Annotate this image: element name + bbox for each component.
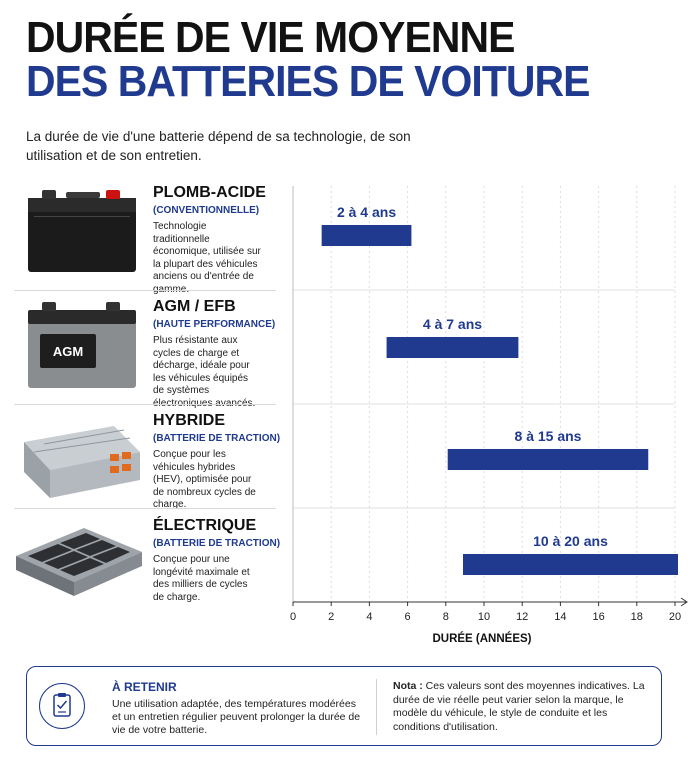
x-axis-arrow <box>680 597 688 607</box>
x-tick-label: 0 <box>290 611 296 623</box>
page-title-line1: DURÉE DE VIE MOYENNE <box>26 13 515 62</box>
retenir-title: À RETENIR <box>112 680 177 694</box>
battery-name: AGM / EFB <box>153 298 236 315</box>
x-tick-label: 10 <box>478 611 490 623</box>
page-title-line2: DES BATTERIES DE VOITURE <box>26 57 590 106</box>
range-bar <box>462 554 678 575</box>
battery-description: Conçue pour les véhicules hybrides (HEV)… <box>153 449 256 510</box>
battery-subtitle: (BATTERIE DE TRACTION) <box>153 433 281 444</box>
x-tick-label: 16 <box>592 611 604 623</box>
battery-description: Conçue pour une longévité maximale et de… <box>153 554 250 603</box>
range-bar <box>386 337 519 358</box>
box-divider <box>376 679 377 735</box>
battery-row-hybrid: HYBRIDE (BATTERIE DE TRACTION) Conçue po… <box>14 412 280 512</box>
row-divider <box>14 404 276 405</box>
battery-subtitle: (HAUTE PERFORMANCE) <box>153 319 276 330</box>
battery-subtitle: (BATTERIE DE TRACTION) <box>153 538 281 549</box>
agm-battery-icon: AGM <box>28 302 136 388</box>
battery-description: Technologie traditionnelle économique, u… <box>153 221 261 295</box>
x-tick-label: 14 <box>554 611 566 623</box>
row-divider <box>14 508 276 509</box>
battery-subtitle: (CONVENTIONNELLE) <box>153 205 260 216</box>
x-tick-label: 6 <box>405 611 411 623</box>
battery-name: PLOMB-ACIDE <box>153 184 266 201</box>
x-tick-label: 8 <box>443 611 449 623</box>
x-tick-label: 2 <box>328 611 334 623</box>
battery-row-agm: AGM AGM / EFB (HAUTE PERFORMANCE) Plus r… <box>14 298 276 409</box>
x-tick-label: 20 <box>669 611 681 623</box>
x-tick-label: 4 <box>366 611 372 623</box>
row-divider <box>14 290 276 291</box>
clipboard-check-icon <box>39 683 85 729</box>
lead-acid-battery-icon <box>28 190 136 272</box>
battery-name: ÉLECTRIQUE <box>153 517 257 534</box>
bar-value-label: 2 à 4 ans <box>337 204 396 220</box>
x-axis-label: DURÉE (ANNÉES) <box>432 632 531 645</box>
agm-badge-text: AGM <box>53 344 83 359</box>
lifespan-range-chart: 0 2 4 6 8 10 12 14 16 18 20 DURÉE (ANNÉES) 2 à 4 ans… <box>290 186 688 645</box>
bar-value-label: 10 à 20 ans <box>533 533 608 549</box>
battery-name: HYBRIDE <box>153 412 226 429</box>
note-body: Ces valeurs sont des moyennes indicative… <box>393 680 645 733</box>
note-label: Nota : <box>393 680 423 692</box>
range-bar <box>321 225 412 246</box>
note-text: Nota : Ces valeurs sont des moyennes ind… <box>393 680 653 734</box>
ev-battery-pack-icon <box>16 528 142 596</box>
bar-value-label: 4 à 7 ans <box>423 316 482 332</box>
range-bar <box>447 449 649 470</box>
x-tick-label: 12 <box>516 611 528 623</box>
battery-row-electric: ÉLECTRIQUE (BATTERIE DE TRACTION) Conçue… <box>14 517 280 607</box>
retenir-text: Une utilisation adaptée, des température… <box>112 698 361 736</box>
battery-row-lead-acid: PLOMB-ACIDE (CONVENTIONNELLE) Technologi… <box>14 184 276 295</box>
x-tick-label: 18 <box>631 611 643 623</box>
info-box: À RETENIR Une utilisation adaptée, des t… <box>26 666 662 746</box>
intro-text: La durée de vie d'une batterie dépend de… <box>26 129 411 163</box>
hybrid-battery-icon <box>24 426 140 498</box>
battery-description: Plus résistante aux cycles de charge et … <box>153 335 256 409</box>
bar-value-label: 8 à 15 ans <box>515 428 582 444</box>
